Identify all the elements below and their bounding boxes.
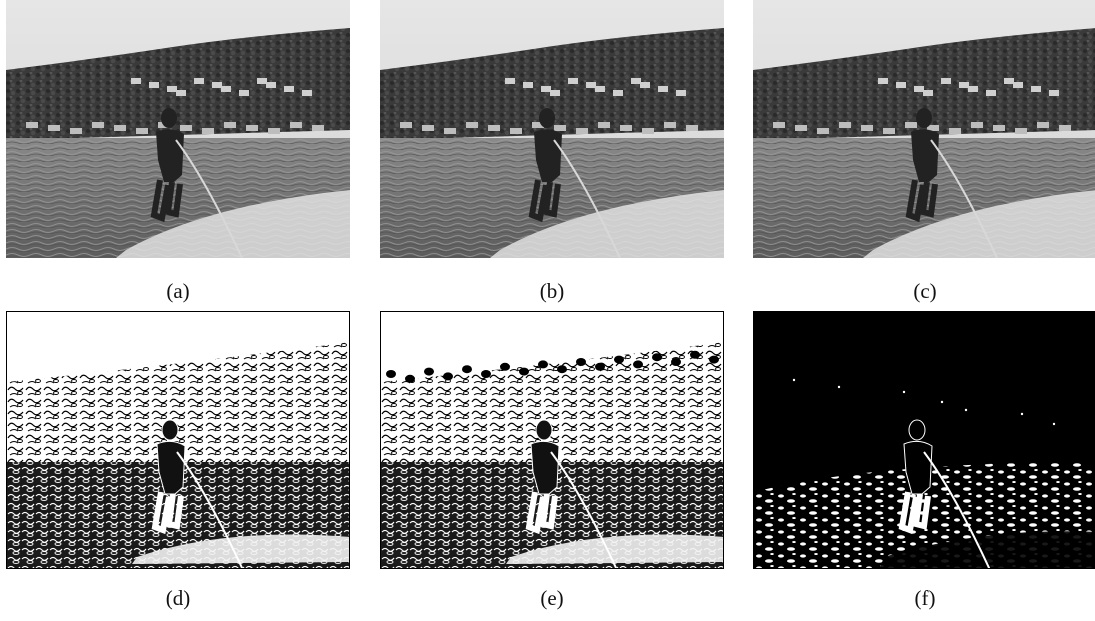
caption: (e) [540, 586, 564, 610]
panel-d: (d) [6, 311, 350, 621]
photo-water-skier [380, 0, 724, 258]
panel-c: (c) [753, 0, 1095, 303]
photo-water-skier [753, 0, 1095, 258]
caption: (b) [539, 279, 565, 303]
panel-e: (e) [380, 311, 724, 621]
panel-a: (a) [6, 0, 350, 303]
inverted-edge-map-image [753, 311, 1095, 569]
panel-f: (f) [753, 311, 1095, 621]
caption: (a) [166, 279, 190, 303]
edge-map-image [380, 311, 724, 569]
caption: (f) [914, 586, 936, 610]
panel-b: (b) [380, 0, 724, 303]
edge-map-image [6, 311, 350, 569]
caption: (c) [913, 279, 937, 303]
photo-water-skier [6, 0, 350, 258]
caption: (d) [165, 586, 191, 610]
